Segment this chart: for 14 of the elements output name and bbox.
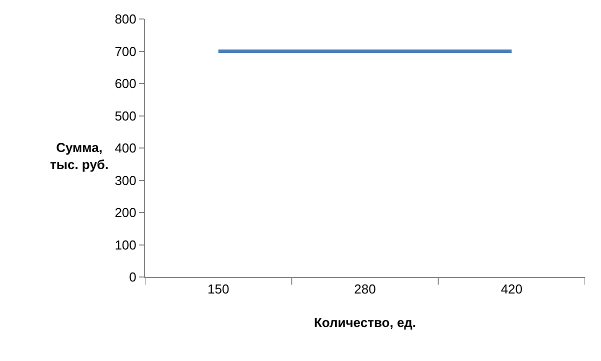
y-axis-title: Сумма, тыс. руб. <box>50 140 109 172</box>
y-tick-label: 700 <box>114 44 136 59</box>
y-tick-label: 0 <box>129 270 136 285</box>
x-tick-label: 150 <box>207 282 230 297</box>
y-tick-label: 300 <box>114 172 136 188</box>
y-tick-label: 800 <box>114 12 136 27</box>
y-tick-label: 500 <box>114 108 136 124</box>
y-tick-label: 400 <box>114 140 136 156</box>
y-tick-label: 600 <box>114 76 136 92</box>
y-tick-label: 100 <box>114 237 136 252</box>
y-tick-label: 200 <box>114 205 136 220</box>
x-tick-label: 280 <box>354 282 376 297</box>
x-tick-label: 420 <box>500 282 523 297</box>
x-axis-title: Количество, ед. <box>314 315 416 330</box>
